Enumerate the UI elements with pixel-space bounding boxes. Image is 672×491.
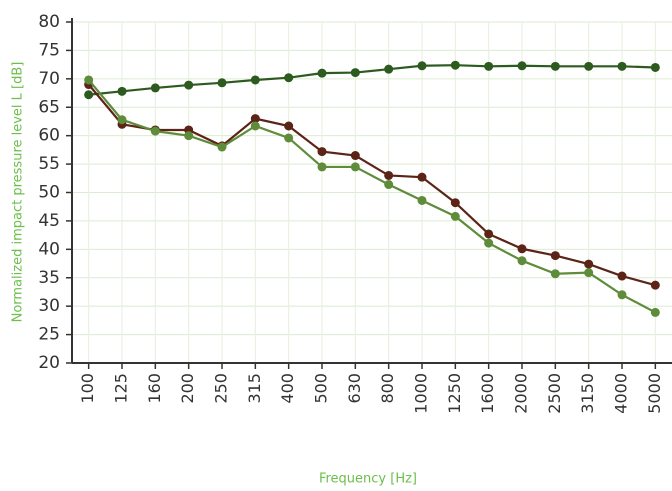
data-point [584, 61, 594, 71]
y-tick-label: 80 [38, 12, 60, 32]
x-tick-label: 1250 [445, 373, 464, 414]
y-tick-label: 20 [38, 353, 60, 373]
data-point [650, 62, 660, 72]
data-point [584, 259, 594, 269]
data-point [317, 162, 327, 172]
data-point [284, 133, 294, 143]
data-point [284, 73, 294, 83]
data-point [184, 80, 194, 90]
data-point [484, 61, 494, 71]
y-tick-label: 30 [38, 296, 60, 316]
data-point [217, 142, 227, 152]
data-point [417, 61, 427, 71]
data-point [484, 229, 494, 239]
data-point [550, 61, 560, 71]
y-tick-label: 75 [38, 40, 60, 60]
y-tick-label: 60 [38, 126, 60, 146]
data-point [617, 290, 627, 300]
data-point [550, 251, 560, 261]
x-tick-label: 400 [278, 373, 297, 404]
data-point [250, 114, 260, 124]
data-point [117, 115, 127, 125]
data-point [317, 68, 327, 78]
data-point [450, 60, 460, 70]
data-point [184, 131, 194, 141]
data-point [584, 268, 594, 278]
x-tick-label: 5000 [645, 373, 664, 414]
y-axis-label: Normalized impact pressure level L [dB] [11, 62, 26, 323]
data-point [417, 172, 427, 182]
data-point [284, 121, 294, 131]
data-point [617, 271, 627, 281]
data-point [350, 162, 360, 172]
x-tick-label: 1600 [478, 373, 497, 414]
x-tick-label: 630 [345, 373, 364, 404]
data-point [350, 68, 360, 78]
data-point [150, 83, 160, 93]
x-tick-label: 2500 [545, 373, 564, 414]
x-tick-label: 315 [245, 373, 264, 404]
data-point [384, 64, 394, 74]
x-axis-label: Frequency [Hz] [319, 472, 417, 487]
x-tick-label: 500 [312, 373, 331, 404]
y-tick-label: 55 [38, 154, 60, 174]
data-point [117, 86, 127, 96]
y-tick-label: 70 [38, 69, 60, 89]
x-tick-label: 160 [145, 373, 164, 404]
data-point [517, 244, 527, 254]
series-line [88, 64, 656, 96]
data-point [250, 75, 260, 85]
series-line [87, 79, 656, 314]
x-tick-label: 2000 [512, 373, 531, 414]
x-tick-label: 800 [378, 373, 397, 404]
data-point [450, 211, 460, 221]
data-point [617, 61, 627, 71]
data-point [450, 198, 460, 208]
data-point [517, 61, 527, 71]
x-tick-label: 250 [212, 373, 231, 404]
data-point [484, 238, 494, 248]
data-point [650, 280, 660, 290]
series-line [87, 83, 656, 287]
x-tick-label: 200 [178, 373, 197, 404]
x-tick-label: 3150 [578, 373, 597, 414]
x-tick-label: 1000 [412, 373, 431, 414]
data-point [350, 151, 360, 161]
data-point [317, 147, 327, 157]
y-tick-label: 65 [38, 97, 60, 117]
y-tick-label: 25 [38, 325, 60, 345]
data-point [250, 121, 260, 131]
y-tick-label: 35 [38, 268, 60, 288]
y-tick-label: 45 [38, 211, 60, 231]
data-point [384, 180, 394, 190]
data-point [84, 90, 94, 100]
y-tick-label: 40 [38, 239, 60, 259]
data-point [650, 307, 660, 317]
data-point [384, 170, 394, 180]
y-tick-label: 50 [38, 183, 60, 203]
x-tick-label: 125 [112, 373, 131, 404]
data-point [84, 75, 94, 85]
x-tick-label: 100 [78, 373, 97, 404]
x-tick-label: 4000 [612, 373, 631, 414]
data-point [517, 256, 527, 266]
data-point [550, 269, 560, 279]
data-point [417, 195, 427, 205]
data-point [150, 126, 160, 136]
data-point [217, 78, 227, 88]
